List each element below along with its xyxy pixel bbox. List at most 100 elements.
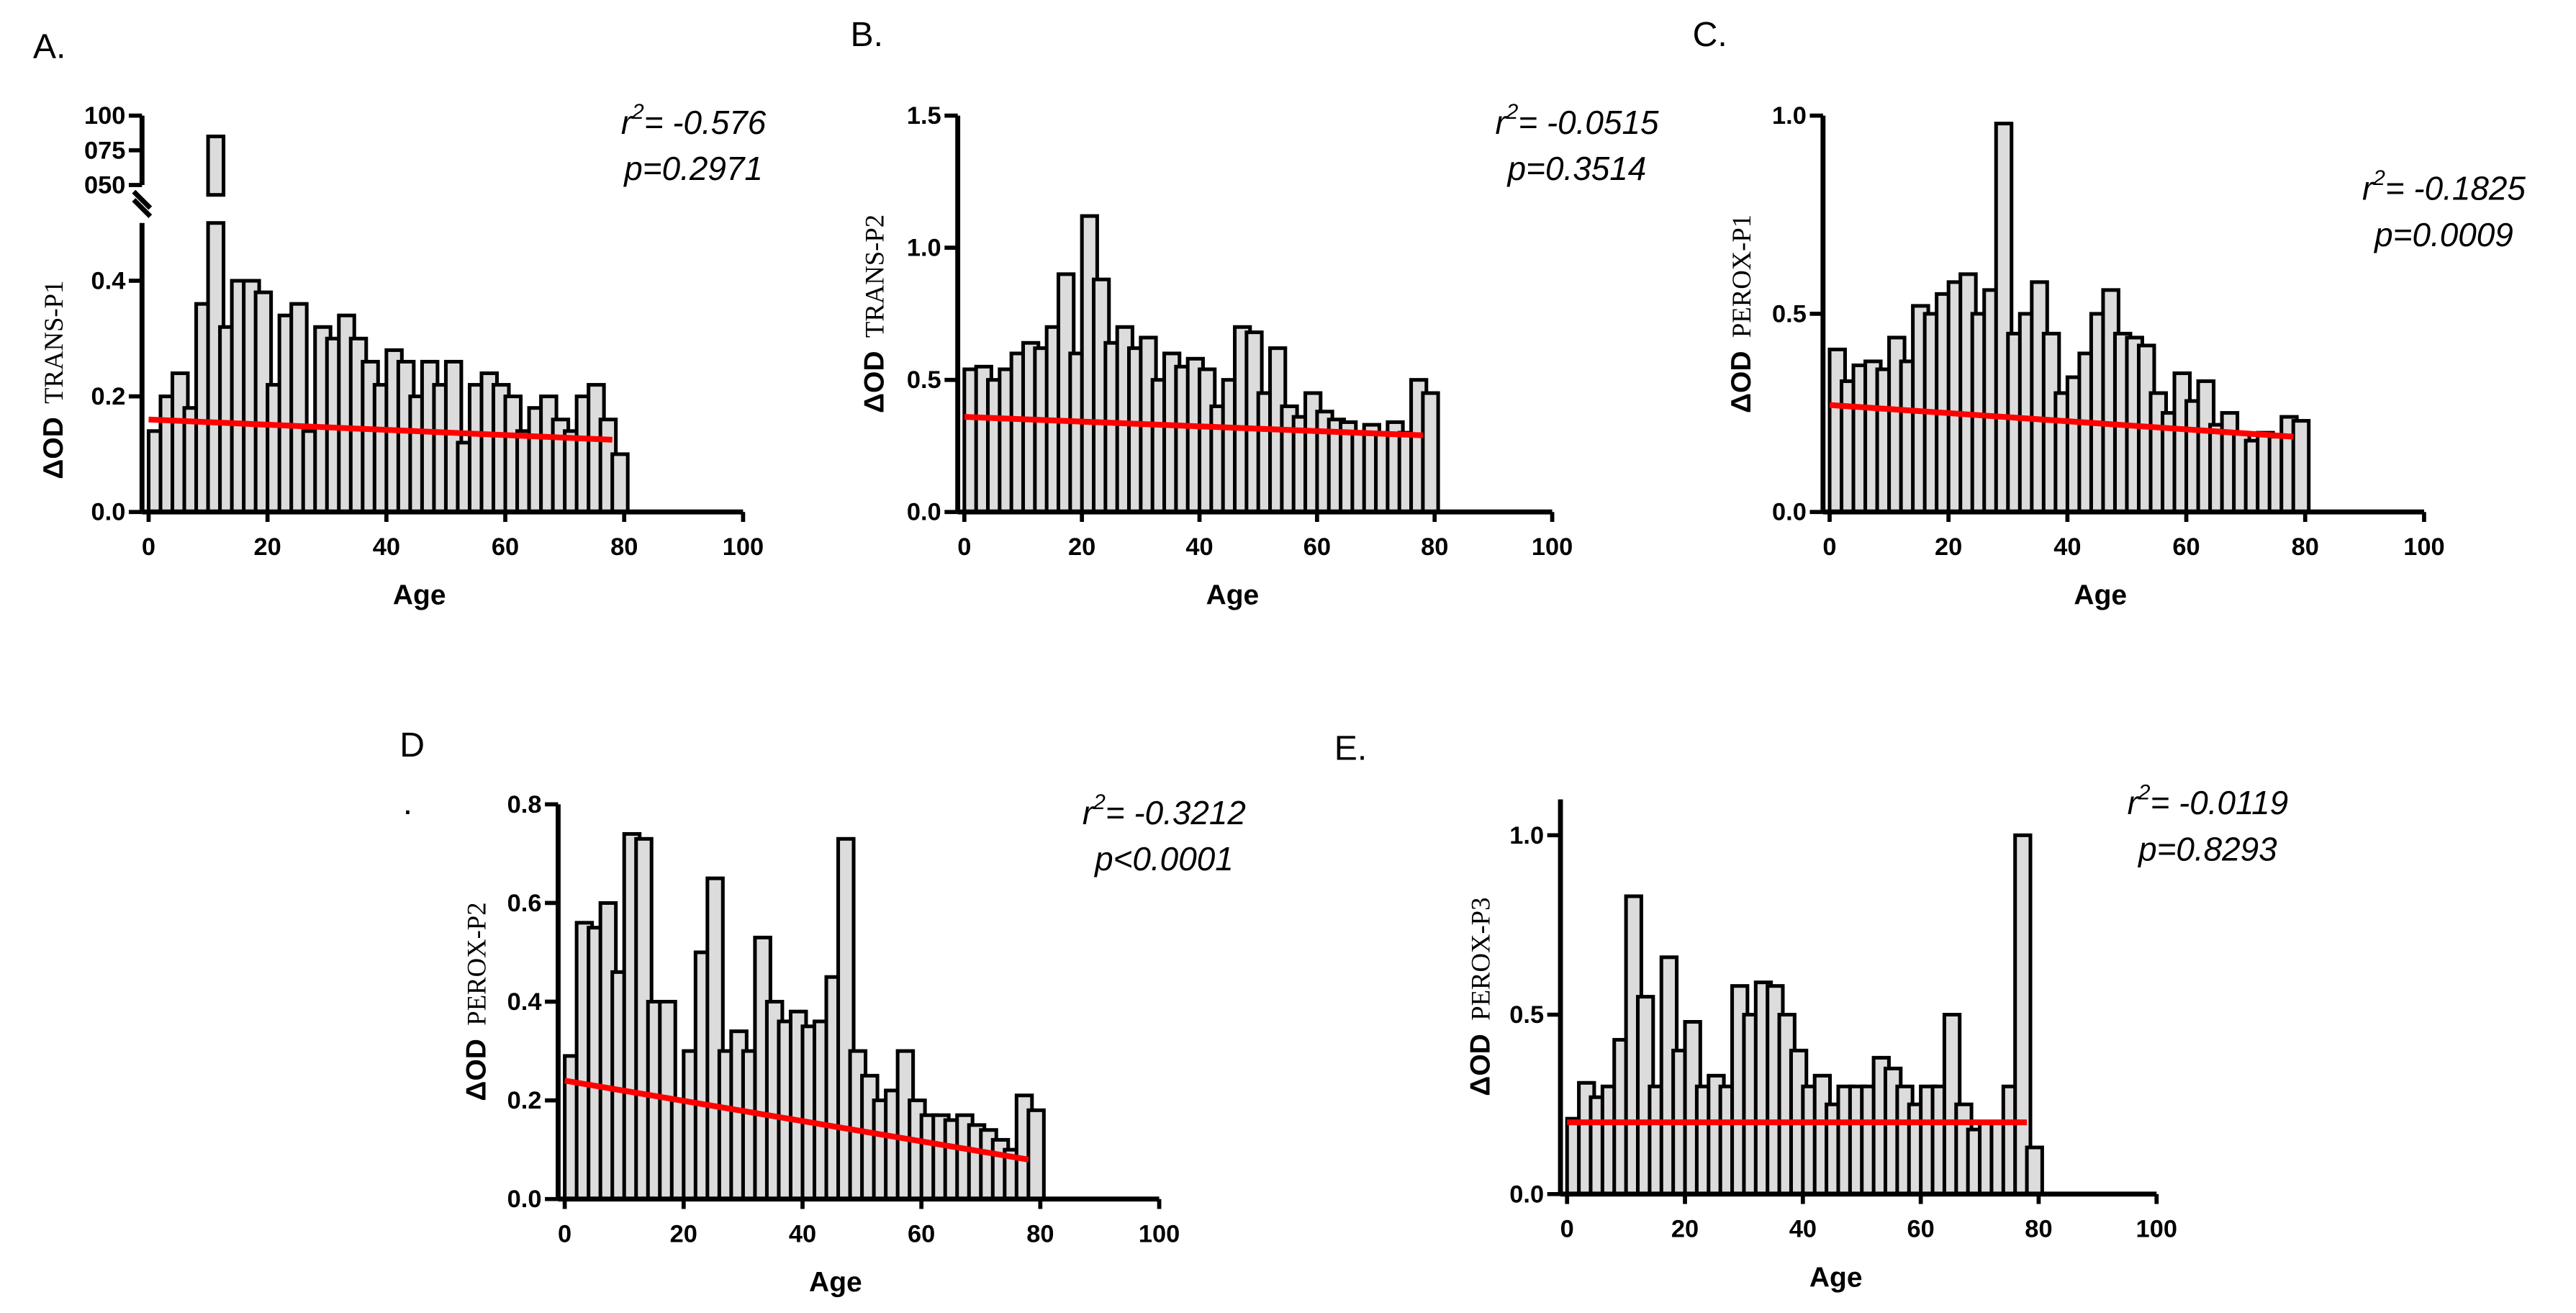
r: r	[1083, 794, 1095, 831]
trend-line	[964, 414, 1424, 438]
y-tick-label: 0.0	[507, 1186, 542, 1213]
x-tick-label: 60	[1907, 1215, 1935, 1242]
y-label-sub: TRANS-P1	[39, 281, 68, 404]
y-tick-label: 0.0	[1772, 499, 1807, 526]
y-tick-label: 0.4	[507, 988, 542, 1016]
r: r	[2128, 784, 2140, 821]
r: r	[2362, 170, 2374, 207]
x-axis-label: Age	[1206, 580, 1260, 611]
bar	[2025, 1145, 2044, 1196]
x-tick-label: 100	[2136, 1215, 2177, 1242]
y-tick-label: 0.5	[1772, 300, 1807, 328]
bar	[1421, 391, 1440, 514]
panel-note: .	[403, 783, 412, 822]
x-axis-label: Age	[809, 1267, 862, 1298]
y-tick-label: 1.0	[1772, 102, 1807, 130]
x-tick-label: 40	[789, 1220, 816, 1247]
x-tick-label: 100	[1532, 533, 1573, 561]
panel-label: E.	[1334, 728, 1367, 767]
y-tick-label: 0.5	[1509, 1001, 1544, 1029]
trend-line	[1829, 402, 2294, 440]
y-axis-label: ΔOD PEROX-P1	[1726, 215, 1757, 413]
x-tick-label: 100	[2403, 533, 2444, 561]
p-value: p=0.3514	[1506, 150, 1647, 187]
r: r	[621, 104, 633, 141]
r-squared: r2= -0.0119	[2128, 780, 2289, 821]
y-axis-label: ΔOD TRANS-P1	[38, 281, 69, 479]
x-axis-label: Age	[393, 580, 446, 611]
r-sup: 2	[2138, 780, 2151, 804]
y-label-main: ΔOD	[1465, 1034, 1496, 1096]
x-tick-label: 60	[2172, 533, 2200, 561]
r-sup: 2	[1506, 100, 1519, 124]
y-axis-label: ΔOD PEROX-P2	[461, 902, 492, 1101]
y-tick-label: 075	[84, 137, 125, 164]
r-value: = -0.576	[644, 104, 767, 141]
r-squared: r2= -0.0515	[1495, 100, 1658, 141]
y-label-sub: TRANS-P2	[859, 215, 889, 338]
x-tick-label: 40	[373, 533, 400, 561]
panel-label: D	[399, 726, 425, 764]
y-tick-label: 0.2	[507, 1087, 542, 1114]
y-tick-label: 0.2	[91, 383, 126, 410]
x-tick-label: 100	[723, 533, 764, 561]
x-tick-label: 80	[610, 533, 638, 561]
axis-break	[132, 189, 153, 210]
y-tick-label: 0.8	[507, 791, 542, 818]
p-value: p=0.0009	[2373, 216, 2513, 253]
r-value: = -0.1825	[2385, 170, 2526, 207]
y-label-main: ΔOD	[859, 351, 890, 413]
y-label-sub: PEROX-P1	[1727, 215, 1756, 338]
panel-label: A.	[33, 27, 65, 66]
x-tick-label: 0	[142, 533, 155, 561]
r-value: = -0.0515	[1518, 104, 1659, 141]
trend-line	[564, 1078, 1029, 1163]
r: r	[1495, 104, 1507, 141]
y-axis-label: ΔOD TRANS-P2	[859, 215, 890, 413]
y-tick-label: 1.0	[1509, 822, 1544, 849]
y-label-main: ΔOD	[461, 1039, 492, 1101]
y-label-main: ΔOD	[1726, 351, 1757, 413]
panel-label: B.	[851, 15, 883, 54]
r-value: = -0.3212	[1106, 794, 1246, 831]
x-tick-label: 60	[908, 1220, 935, 1247]
x-tick-label: 0	[957, 533, 971, 561]
y-tick-label: 0.4	[91, 268, 126, 295]
x-tick-label: 0	[558, 1220, 571, 1247]
x-tick-label: 40	[2053, 533, 2081, 561]
y-axis-label: ΔOD PEROX-P3	[1465, 898, 1496, 1096]
x-tick-label: 20	[1671, 1215, 1699, 1242]
x-tick-label: 20	[670, 1220, 697, 1247]
bar-upper	[206, 134, 226, 197]
x-tick-label: 20	[254, 533, 281, 561]
axis-break	[132, 198, 153, 218]
r-sup: 2	[1093, 790, 1106, 814]
y-tick-label: 0.0	[907, 499, 941, 526]
trend-line	[148, 416, 613, 443]
r-squared: r2= -0.3212	[1083, 790, 1246, 831]
y-tick-label: 0.0	[91, 499, 126, 526]
bar	[2291, 419, 2311, 514]
x-axis-label: Age	[1809, 1262, 1863, 1293]
y-tick-label: 1.5	[907, 102, 941, 130]
p-value: p=0.2971	[623, 150, 763, 187]
x-tick-label: 20	[1068, 533, 1095, 561]
y-tick-label: 050	[84, 171, 125, 199]
x-tick-label: 80	[1026, 1220, 1054, 1247]
p-value: p<0.0001	[1093, 840, 1234, 877]
bar	[610, 452, 630, 514]
p-value: p=0.8293	[2137, 830, 2277, 867]
y-tick-label: 0.6	[507, 890, 542, 917]
y-label-main: ΔOD	[38, 417, 69, 479]
y-label-sub: PEROX-P2	[462, 902, 492, 1025]
x-tick-label: 80	[2292, 533, 2319, 561]
x-tick-label: 20	[1935, 533, 1962, 561]
x-tick-label: 100	[1139, 1220, 1180, 1247]
y-tick-label: 100	[84, 102, 125, 130]
r-squared: r2= -0.1825	[2362, 166, 2526, 207]
bar	[2013, 833, 2033, 1196]
x-tick-label: 0	[1560, 1215, 1574, 1242]
x-tick-label: 40	[1185, 533, 1213, 561]
y-tick-label: 0.0	[1509, 1181, 1544, 1208]
